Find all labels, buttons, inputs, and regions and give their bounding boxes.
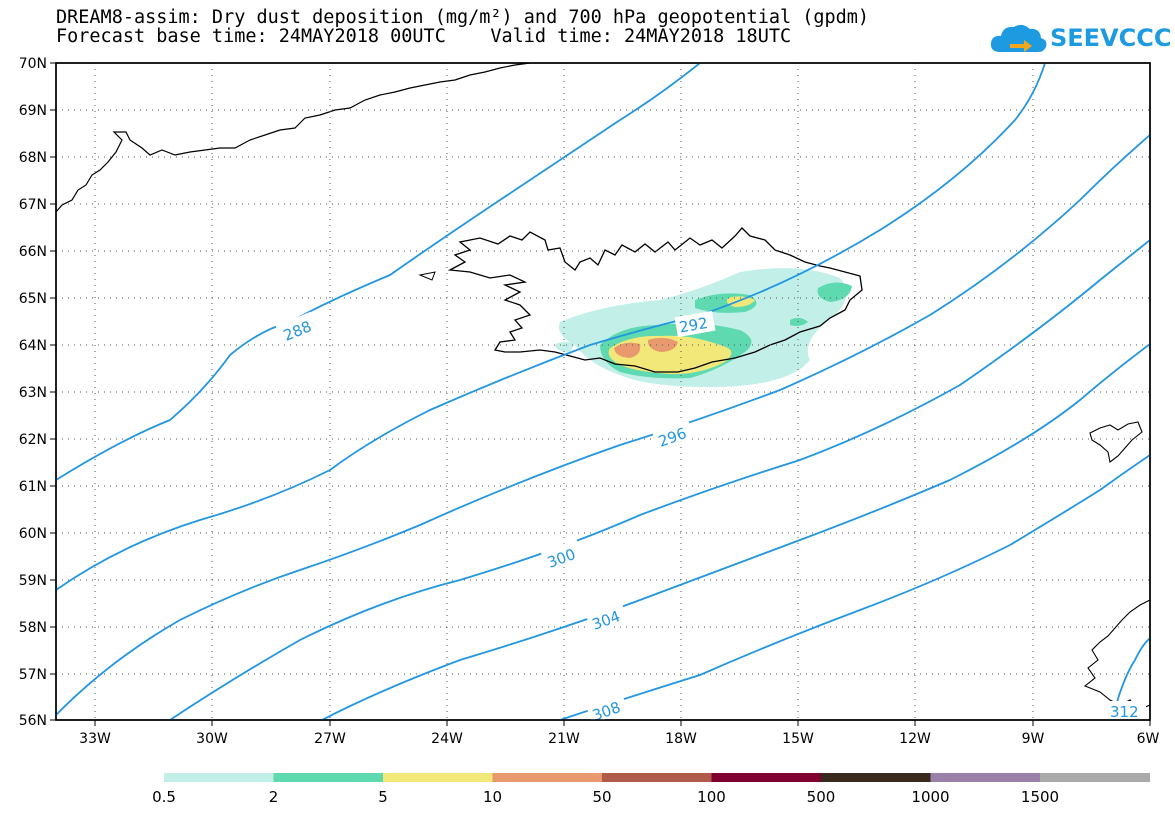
lon-label: 6W [1137, 731, 1160, 747]
tick-marks [50, 62, 1151, 726]
lat-label: 65N [19, 291, 47, 307]
lat-label: 56N [19, 713, 47, 729]
lat-label: 60N [19, 526, 47, 542]
colorbar: 0.5 2 5 10 50 100 500 1000 1500 [152, 773, 1150, 806]
colorbar-swatch [930, 773, 1041, 782]
colorbar-swatch [492, 773, 603, 782]
contour-288 [56, 63, 701, 481]
lat-label: 70N [19, 56, 47, 72]
greenland-coastline [56, 63, 531, 213]
iceland-coastline [447, 227, 863, 373]
colorbar-swatch [383, 773, 493, 782]
colorbar-label: 10 [483, 788, 502, 806]
contour-296 [56, 134, 1150, 716]
contour-292 [56, 63, 1046, 591]
lat-label: 58N [19, 620, 47, 636]
lon-label: 33W [79, 731, 111, 747]
colorbar-label: 100 [697, 788, 726, 806]
lat-label: 64N [19, 338, 47, 354]
colorbar-swatch [164, 773, 274, 782]
lat-label: 63N [19, 385, 47, 401]
colorbar-swatch [273, 773, 384, 782]
colorbar-label: 1000 [911, 788, 949, 806]
cloud-arrow-icon [990, 24, 1047, 52]
contour-labels: 288 292 296 300 304 308 312 [275, 310, 1146, 721]
lon-label: 15W [782, 731, 814, 747]
lat-label: 66N [19, 244, 47, 260]
lat-label: 68N [19, 150, 47, 166]
faroe-islands [1089, 421, 1143, 463]
colorbar-swatch [821, 773, 931, 782]
colorbar-label: 50 [592, 788, 611, 806]
colorbar-label: 2 [269, 788, 279, 806]
lon-label: 30W [196, 731, 228, 747]
lon-label: 21W [548, 731, 580, 747]
chart-title: DREAM8-assim: Dry dust deposition (mg/m²… [56, 7, 870, 28]
colorbar-label: 0.5 [152, 788, 176, 806]
lat-label: 61N [19, 479, 47, 495]
lat-label: 59N [19, 573, 47, 589]
contour-304 [321, 343, 1150, 720]
contour-300 [169, 239, 1150, 720]
graticule [56, 63, 1150, 720]
contour-label-292: 292 [678, 314, 709, 337]
chart-subtitle: Forecast base time: 24MAY2018 00UTC Vali… [56, 26, 792, 47]
colorbar-label: 500 [807, 788, 836, 806]
lon-label: 24W [431, 731, 463, 747]
colorbar-swatch [711, 773, 822, 782]
longitude-labels: 33W 30W 27W 24W 21W 18W 15W 12W 9W 6W [79, 731, 1159, 747]
contour-312 [1111, 637, 1150, 720]
colorbar-swatch [1040, 773, 1150, 782]
colorbar-swatch [602, 773, 712, 782]
colorbar-label: 1500 [1021, 788, 1059, 806]
lat-label: 62N [19, 432, 47, 448]
colorbar-label: 5 [378, 788, 388, 806]
lon-label: 18W [665, 731, 697, 747]
latitude-labels: 70N 69N 68N 67N 66N 65N 64N 63N 62N 61N … [19, 56, 47, 729]
logo-text: SEEVCCC [1050, 24, 1172, 52]
lat-label: 69N [19, 103, 47, 119]
lat-label: 67N [19, 197, 47, 213]
lat-label: 57N [19, 667, 47, 683]
lon-label: 12W [899, 731, 931, 747]
lon-label: 9W [1022, 731, 1045, 747]
geopotential-contours [56, 63, 1150, 720]
contour-label-312: 312 [1110, 703, 1139, 721]
lon-label: 27W [314, 731, 346, 747]
contour-308 [559, 454, 1150, 720]
